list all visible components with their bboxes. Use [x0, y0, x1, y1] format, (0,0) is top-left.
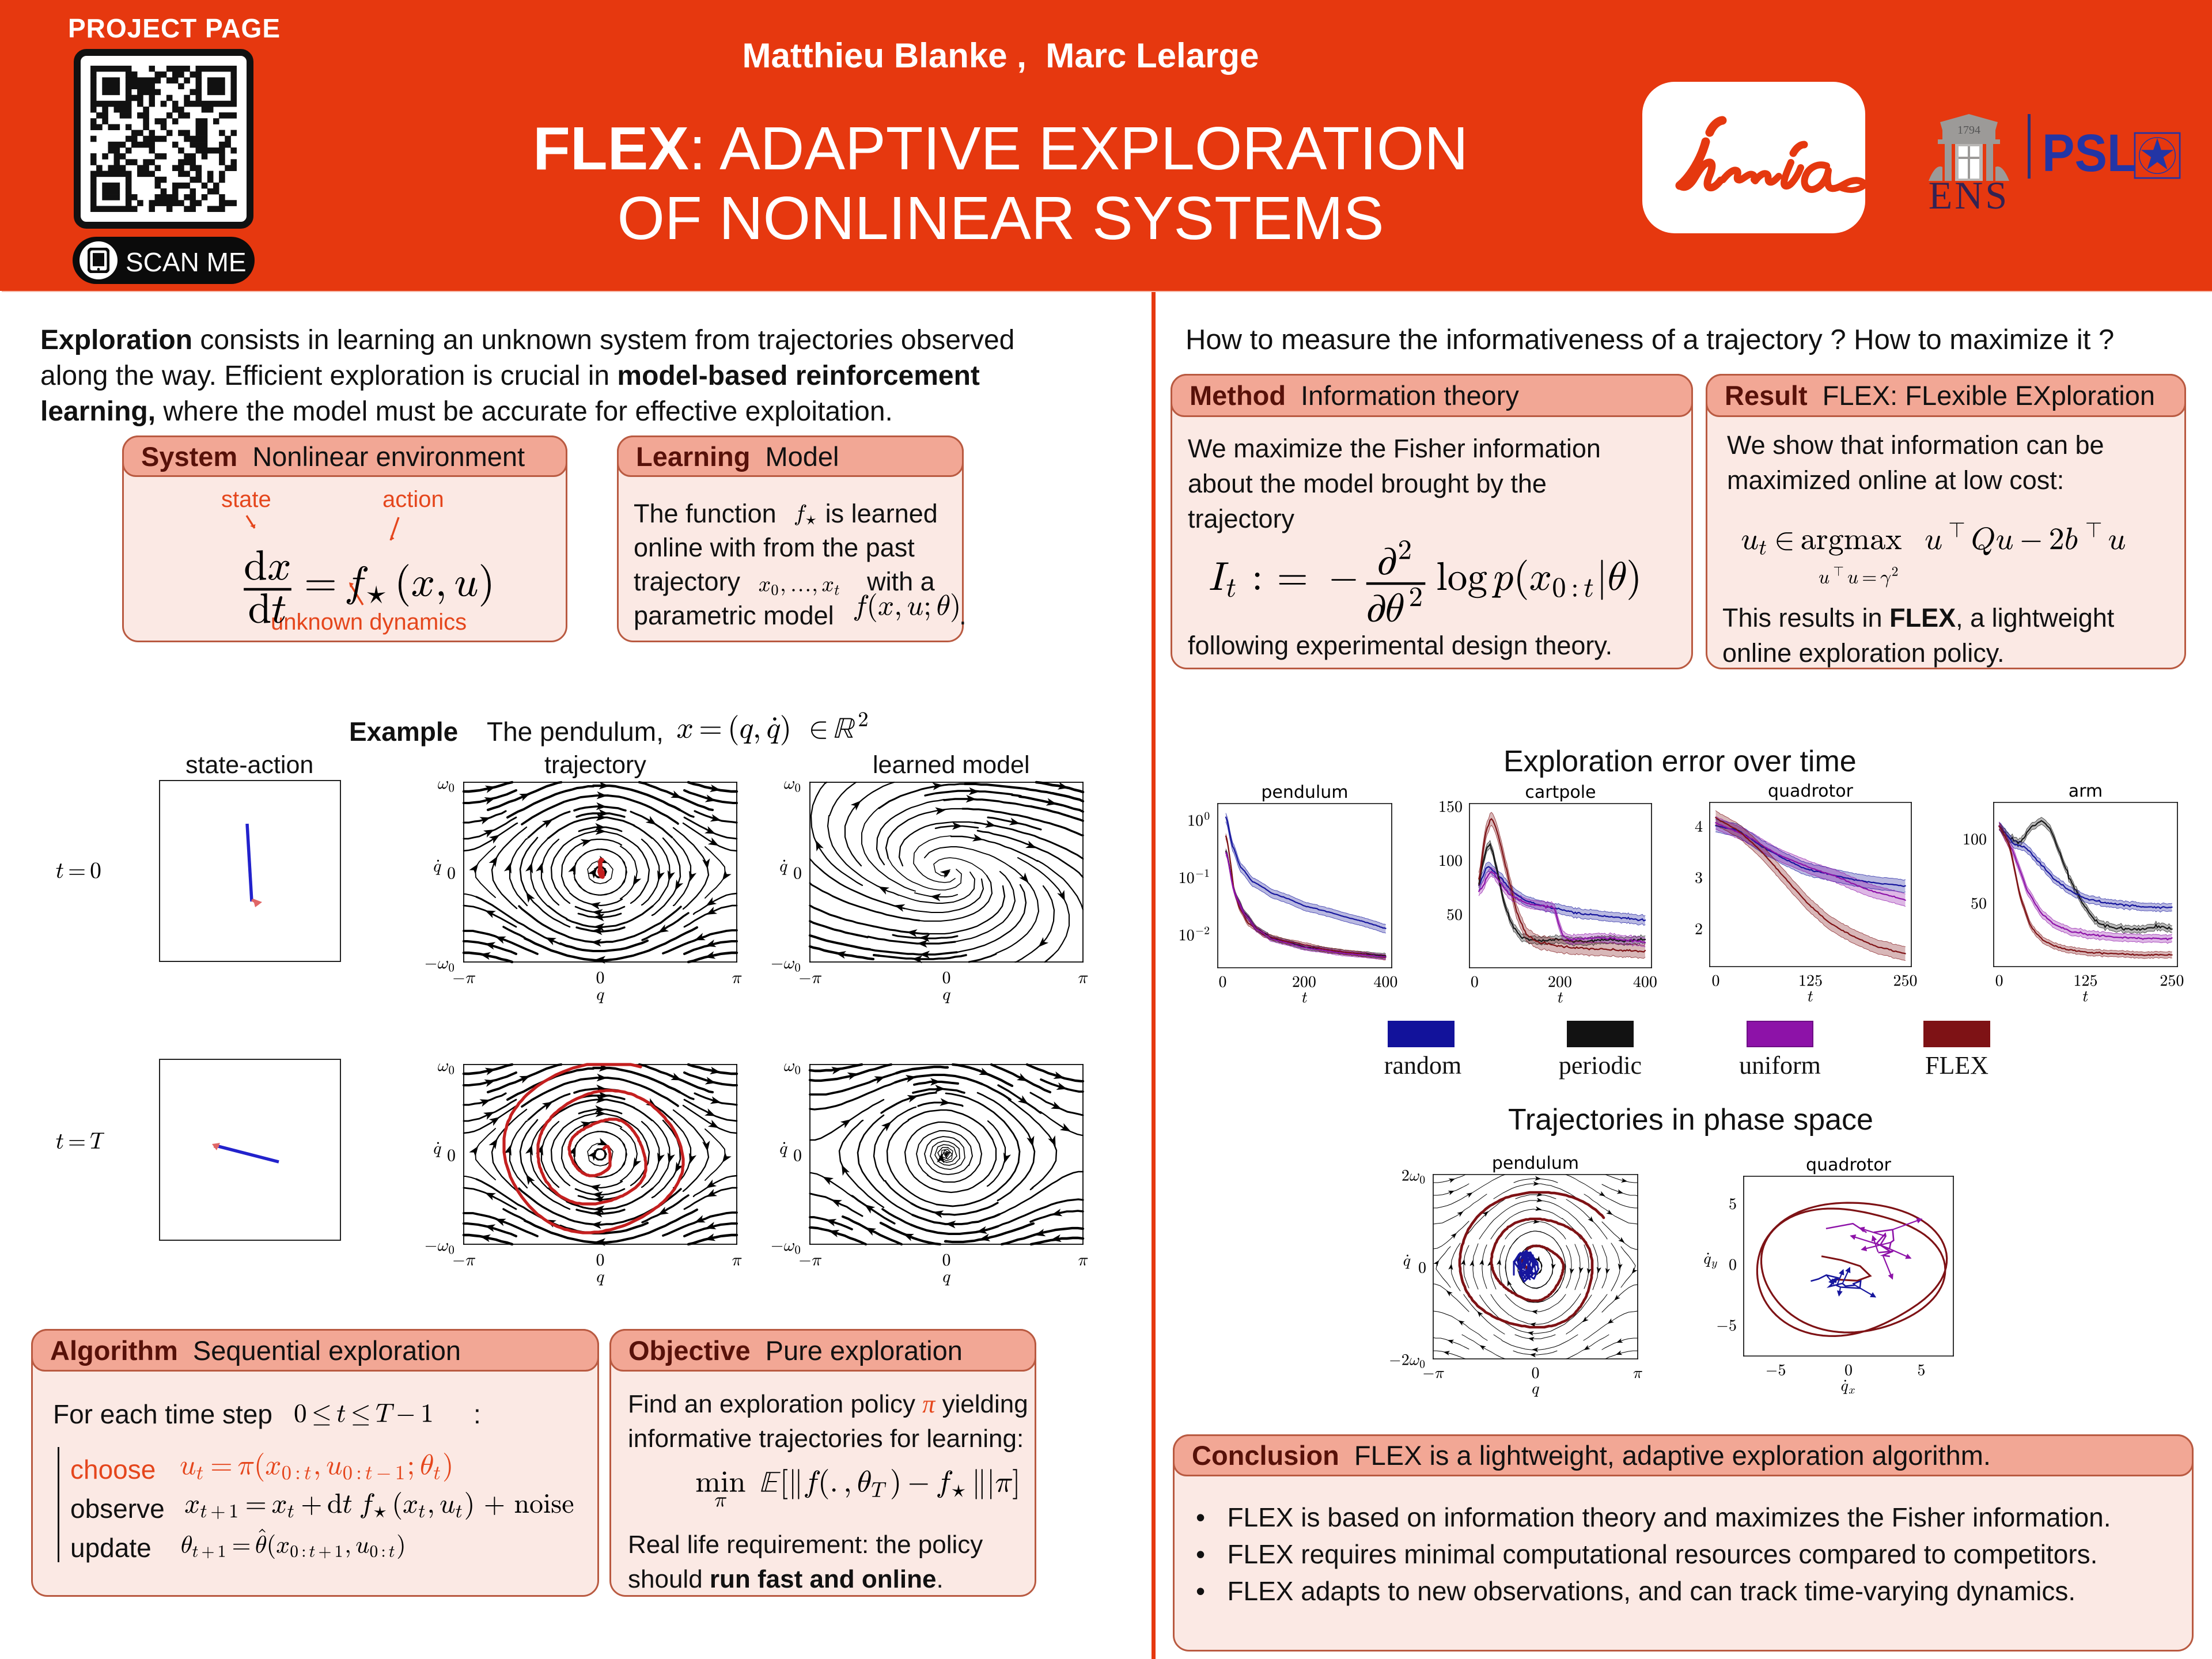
svg-text:ENS: ENS [1929, 173, 2009, 212]
svg-text:1794: 1794 [1957, 124, 1980, 137]
